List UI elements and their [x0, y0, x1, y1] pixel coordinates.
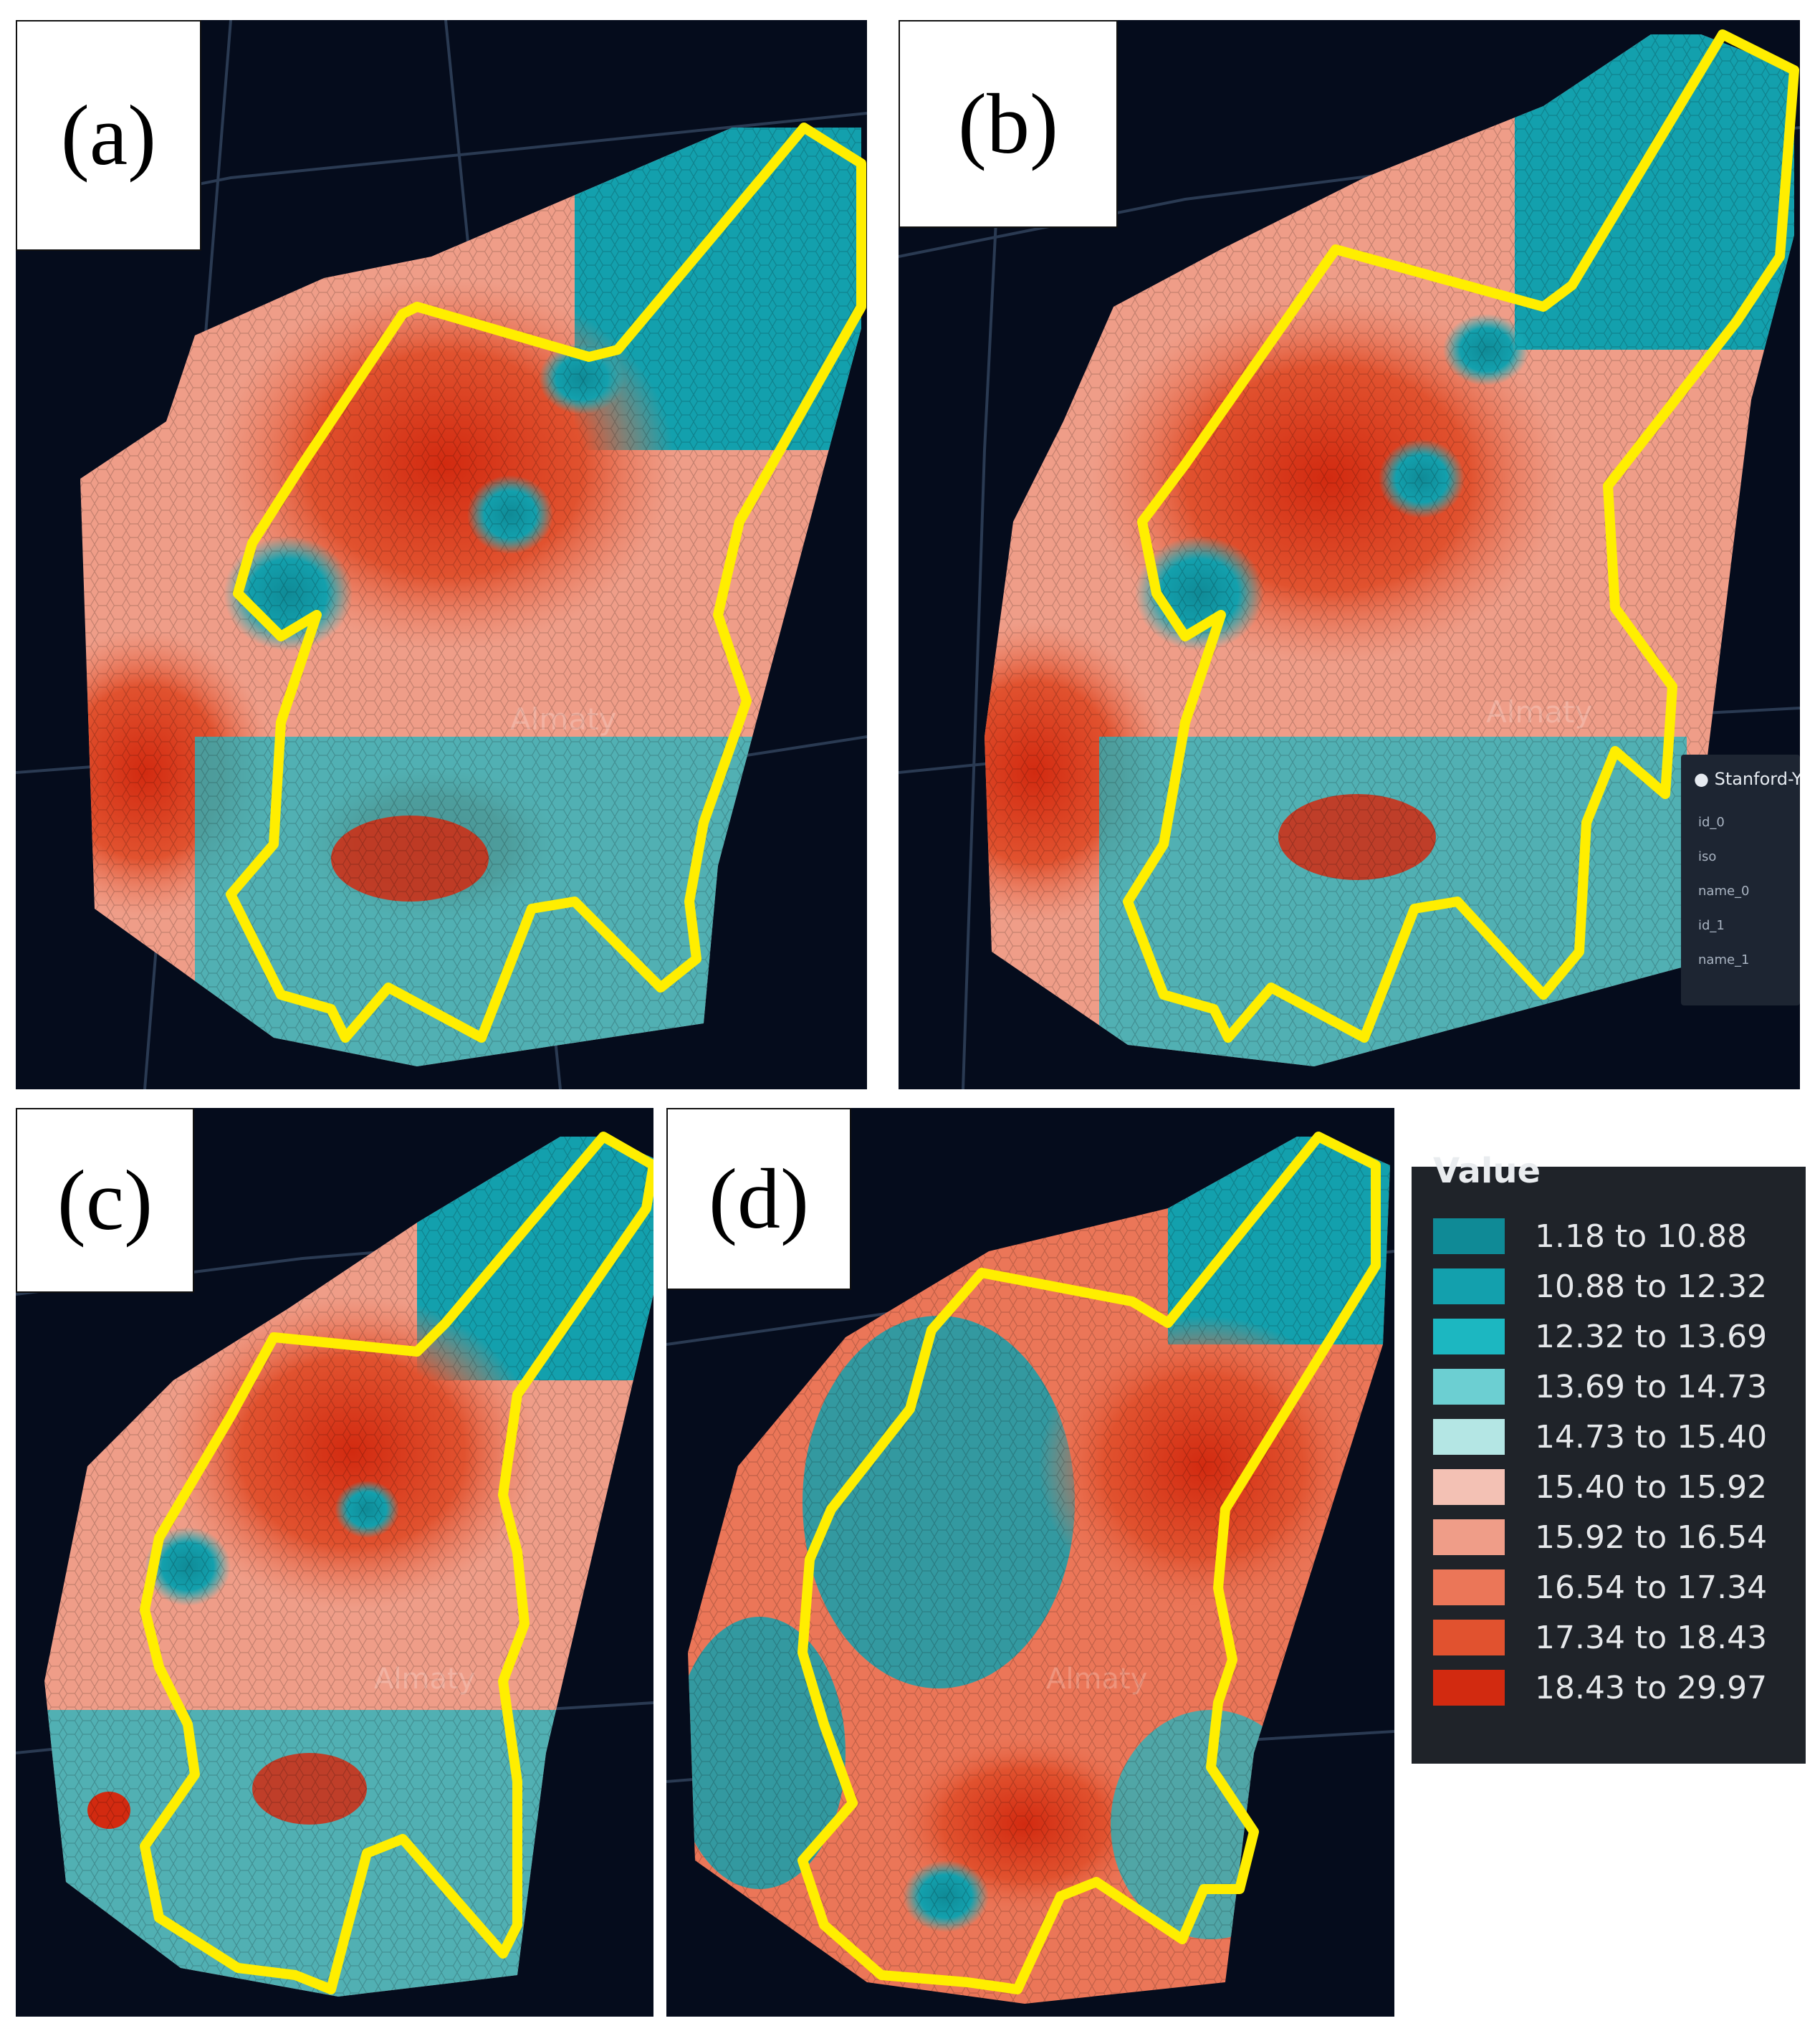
legend-item: 12.32 to 13.69: [1433, 1318, 1768, 1355]
hex-map-c: Almaty: [16, 1132, 653, 1997]
legend-swatch: [1433, 1569, 1505, 1605]
map-panel-b[interactable]: Almaty (b) ● Stanford-Y id_0 iso name_0 …: [899, 20, 1800, 1089]
legend-swatch: [1433, 1419, 1505, 1455]
legend-swatch: [1433, 1670, 1505, 1706]
legend-label: 12.32 to 13.69: [1535, 1318, 1768, 1355]
panel-label-d: (d): [666, 1108, 851, 1290]
legend-label: 1.18 to 10.88: [1535, 1218, 1748, 1255]
legend-label: 15.92 to 16.54: [1535, 1519, 1768, 1556]
watermark-a: Almaty: [510, 702, 616, 737]
legend-label: 16.54 to 17.34: [1535, 1569, 1768, 1606]
popup-row: id_0: [1698, 815, 1725, 830]
legend-item: 15.92 to 16.54: [1433, 1519, 1768, 1556]
popup-row: id_1: [1698, 918, 1725, 933]
map-panel-a[interactable]: Almaty (a): [16, 20, 867, 1089]
legend-item: 17.34 to 18.43: [1433, 1619, 1768, 1656]
popup-row: name_0: [1698, 884, 1750, 899]
hex-map-b: Almaty: [899, 20, 1800, 1089]
panel-label-b: (b): [899, 20, 1118, 228]
legend-item: 16.54 to 17.34: [1433, 1569, 1768, 1606]
legend-swatch: [1433, 1218, 1505, 1254]
boundary-d: [798, 1132, 1381, 1994]
popup-row: iso: [1698, 849, 1717, 864]
boundary-b: [1123, 29, 1799, 1043]
legend-label: 10.88 to 12.32: [1535, 1268, 1768, 1305]
boundary-a: [226, 123, 866, 1043]
legend-item: 14.73 to 15.40: [1433, 1418, 1768, 1456]
legend-label: 18.43 to 29.97: [1535, 1669, 1768, 1706]
legend-swatch: [1433, 1519, 1505, 1555]
feature-info-popup[interactable]: ● Stanford-Y id_0 iso name_0 id_1 name_1: [1681, 755, 1800, 1005]
legend-item: 15.40 to 15.92: [1433, 1468, 1768, 1506]
hex-map-a: Almaty: [16, 20, 867, 1089]
legend-item: 1.18 to 10.88: [1433, 1218, 1748, 1255]
legend-label: 15.40 to 15.92: [1535, 1468, 1768, 1506]
legend-swatch: [1433, 1319, 1505, 1354]
legend-item: 18.43 to 29.97: [1433, 1670, 1767, 1706]
watermark-b: Almaty: [1486, 694, 1592, 730]
legend-title: Value: [1433, 1151, 1541, 1191]
popup-title: ● Stanford-Y: [1694, 769, 1800, 789]
legend-item: 13.69 to 14.73: [1433, 1369, 1767, 1405]
panel-label-a: (a): [16, 20, 201, 251]
hex-map-d: Almaty: [666, 1132, 1394, 2004]
legend-label: 17.34 to 18.43: [1535, 1619, 1768, 1656]
legend-swatch: [1433, 1268, 1505, 1304]
popup-row: name_1: [1698, 952, 1750, 967]
legend-label: 14.73 to 15.40: [1535, 1418, 1768, 1456]
legend-swatch: [1433, 1469, 1505, 1505]
value-legend: Value 1.18 to 10.88 10.88 to 12.32 12.32 t…: [1412, 1151, 1806, 1764]
watermark-c: Almaty: [374, 1663, 475, 1696]
panel-label-c: (c): [16, 1108, 194, 1293]
legend-label: 13.69 to 14.73: [1535, 1368, 1768, 1405]
boundary-c: [140, 1132, 653, 1994]
watermark-d: Almaty: [1046, 1663, 1147, 1696]
legend-swatch: [1433, 1620, 1505, 1655]
legend-swatch: [1433, 1369, 1505, 1405]
map-panel-d[interactable]: Almaty (d): [666, 1108, 1394, 2017]
map-panel-c[interactable]: Almaty (c): [16, 1108, 653, 2017]
legend-item: 10.88 to 12.32: [1433, 1268, 1768, 1305]
